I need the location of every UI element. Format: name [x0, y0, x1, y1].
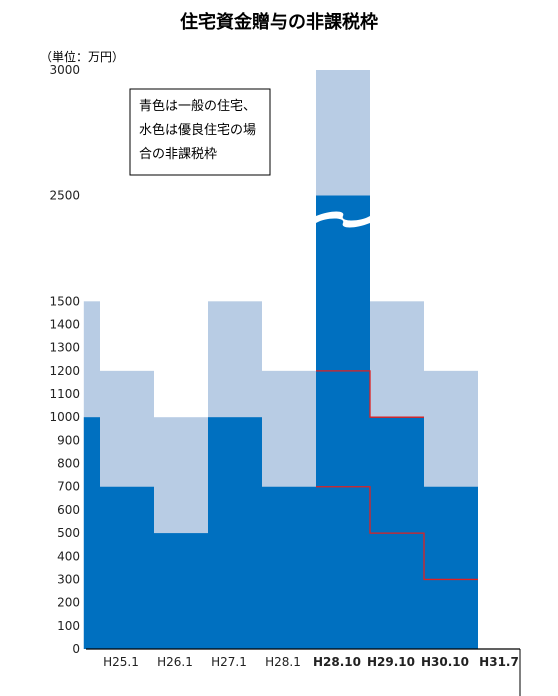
y-tick-0: 0	[72, 642, 80, 656]
x-tick-2: H27.1	[211, 655, 247, 669]
y-tick-1300: 1300	[49, 341, 80, 355]
y-tick-900: 900	[57, 433, 80, 447]
x-tick-3: H28.1	[265, 655, 301, 669]
y-tick-600: 600	[57, 503, 80, 517]
axis-break-wave	[316, 211, 370, 228]
y-tick-300: 300	[57, 572, 80, 586]
x-tick-0: H25.1	[103, 655, 139, 669]
unit-label: （単位：万円）	[40, 49, 124, 64]
note-line-2: 水色は優良住宅の場	[139, 122, 256, 138]
y-tick-3000: 3000	[49, 63, 80, 77]
note-box-frame	[129, 88, 271, 176]
note-line-3: 合の非課税枠	[139, 146, 217, 162]
note-line-1: 青色は一般の住宅、	[139, 98, 256, 114]
chart-title: 住宅資金贈与の非課税枠	[180, 11, 378, 33]
axes-group	[86, 648, 521, 696]
x-tick-4: H28.10	[313, 655, 361, 669]
highlight-lines	[316, 370, 478, 581]
x-tick-5: H29.10	[367, 655, 415, 669]
highlight-step-0	[316, 370, 424, 418]
x-tick-1: H26.1	[157, 655, 193, 669]
y-tick-labels: 0 100 200 300 400 500 600 700 800 900 1000 1100 1200…	[49, 63, 80, 656]
note-box: 青色は一般の住宅、 水色は優良住宅の場 合の非課税枠	[129, 88, 271, 176]
highlight-step-1	[316, 486, 478, 581]
axis-break	[316, 211, 370, 228]
y-tick-1400: 1400	[49, 317, 80, 331]
bar-general-0	[83, 417, 100, 649]
y-tick-800: 800	[57, 457, 80, 471]
y-tick-400: 400	[57, 549, 80, 563]
x-tick-6: H30.10	[421, 655, 469, 669]
y-tick-1000: 1000	[49, 410, 80, 424]
y-tick-700: 700	[57, 480, 80, 494]
y-tick-1200: 1200	[49, 364, 80, 378]
x-tick-labels: H25.1 H26.1 H27.1 H28.1 H28.10 H29.10 H30.10 H3…	[103, 655, 519, 669]
bar-general-1	[100, 486, 154, 649]
y-tick-2500: 2500	[49, 189, 80, 203]
y-tick-1500: 1500	[49, 294, 80, 308]
y-tick-200: 200	[57, 596, 80, 610]
bar-general-5	[316, 195, 370, 649]
y-tick-100: 100	[57, 619, 80, 633]
y-tick-500: 500	[57, 526, 80, 540]
y-tick-1100: 1100	[49, 387, 80, 401]
bar-general-4	[262, 486, 316, 649]
bar-general-2	[154, 533, 208, 649]
bar-general-7	[424, 486, 478, 649]
x-tick-7: H31.7	[479, 655, 519, 669]
bar-general-3	[208, 417, 262, 649]
